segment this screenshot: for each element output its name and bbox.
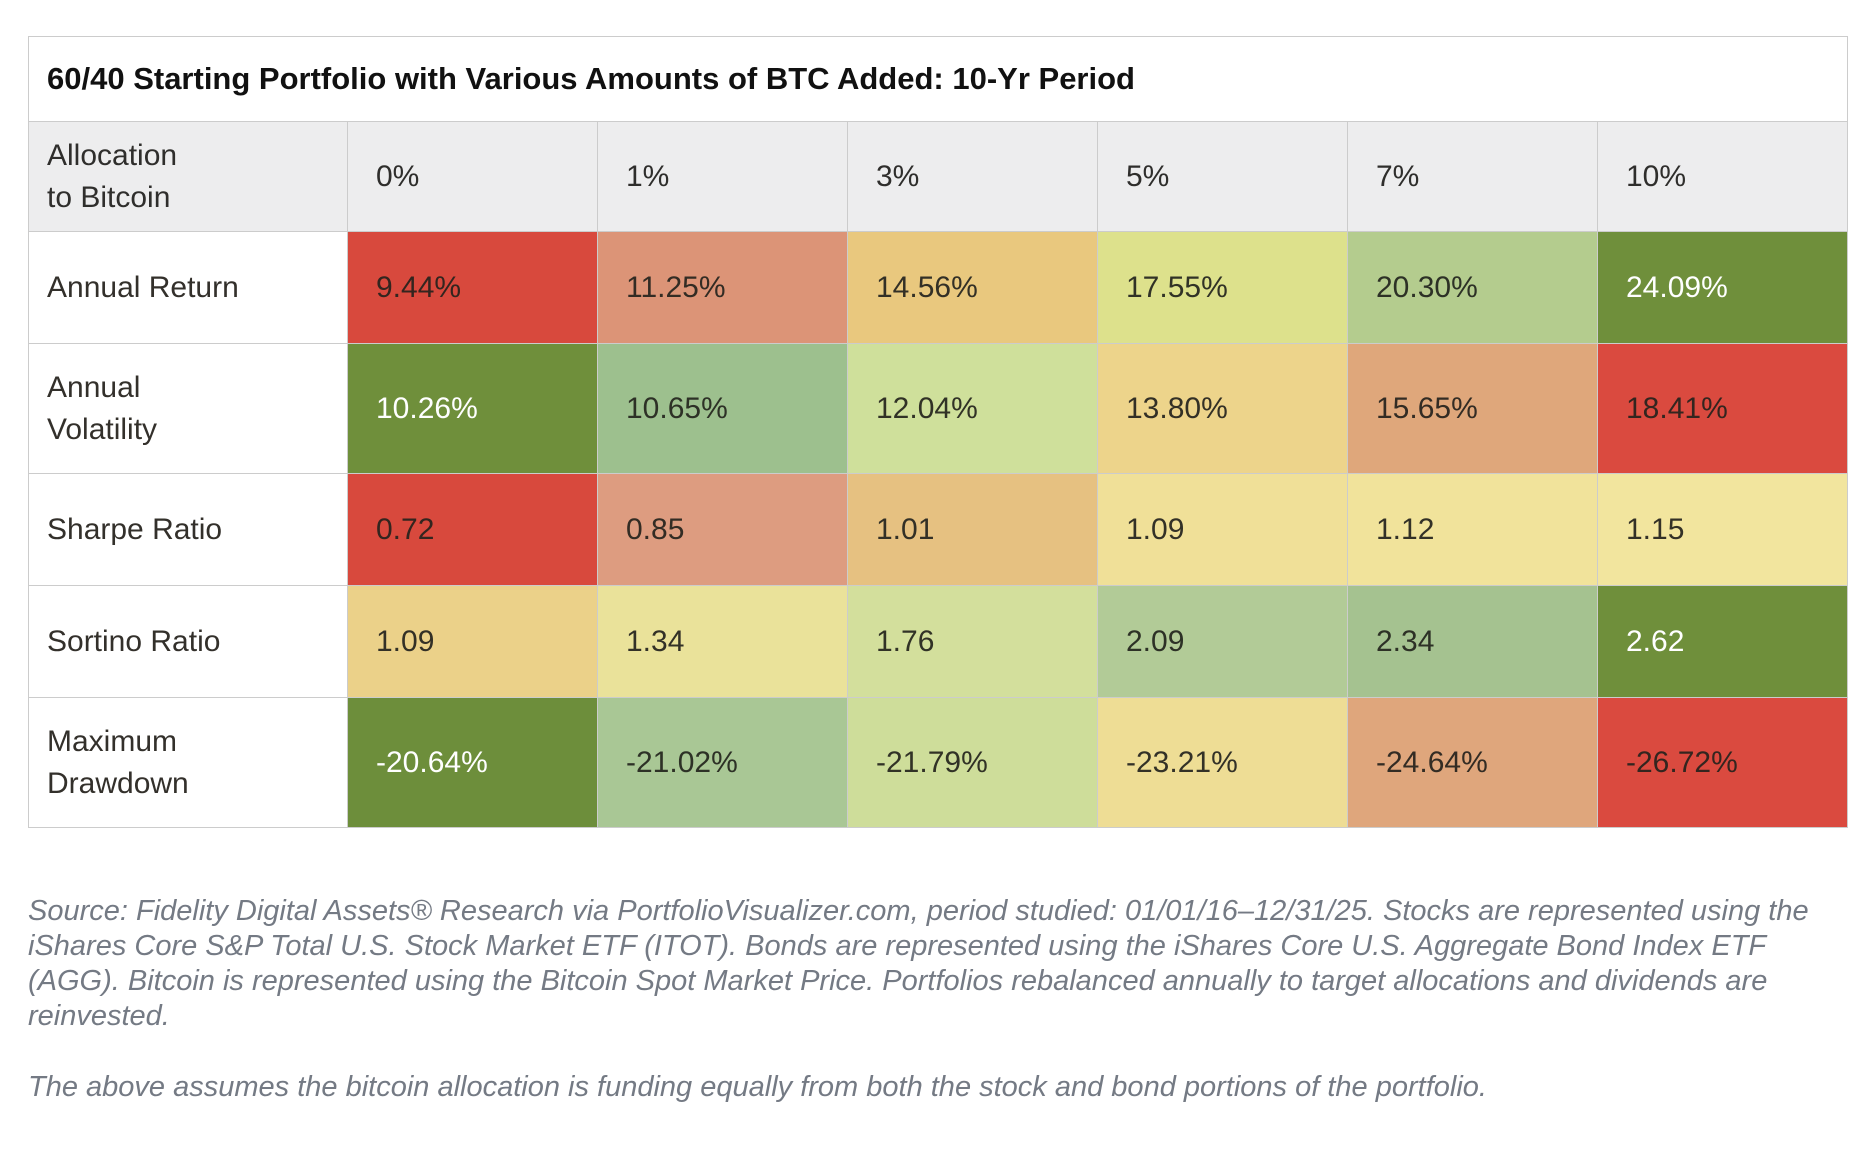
cell-sortino-ratio-1pct: 1.34 xyxy=(597,585,848,698)
assumption-note: The above assumes the bitcoin allocation… xyxy=(28,1071,1487,1104)
row-label-annual-volatility: Annual Volatility xyxy=(28,343,348,474)
cell-maximum-drawdown-1pct: -21.02% xyxy=(597,697,848,828)
cell-sharpe-ratio-0pct: 0.72 xyxy=(347,473,598,586)
table-row-annual-return: Annual Return 9.44% 11.25% 14.56% 17.55%… xyxy=(28,231,1849,344)
row-label-sortino-ratio: Sortino Ratio xyxy=(28,585,348,698)
cell-annual-return-1pct: 11.25% xyxy=(597,231,848,344)
cell-sortino-ratio-10pct: 2.62 xyxy=(1596,585,1849,698)
column-header-0pct: 0% xyxy=(347,121,598,232)
cell-annual-return-10pct: 24.09% xyxy=(1596,231,1849,344)
cell-sortino-ratio-0pct: 1.09 xyxy=(347,585,598,698)
cell-annual-volatility-0pct: 10.26% xyxy=(347,343,598,474)
footnotes: Source: Fidelity Digital Assets® Researc… xyxy=(28,894,1843,1105)
cell-sharpe-ratio-7pct: 1.12 xyxy=(1347,473,1598,586)
corner-header-allocation-to-bitcoin: Allocation to Bitcoin xyxy=(28,121,348,232)
row-label-sharpe-ratio: Sharpe Ratio xyxy=(28,473,348,586)
column-header-row: Allocation to Bitcoin 0% 1% 3% 5% 7% 10% xyxy=(28,121,1849,232)
cell-annual-volatility-1pct: 10.65% xyxy=(597,343,848,474)
row-label-maximum-drawdown: Maximum Drawdown xyxy=(28,697,348,828)
column-header-10pct: 10% xyxy=(1596,121,1849,232)
cell-maximum-drawdown-0pct: -20.64% xyxy=(347,697,598,828)
cell-maximum-drawdown-5pct: -23.21% xyxy=(1097,697,1348,828)
cell-annual-volatility-5pct: 13.80% xyxy=(1097,343,1348,474)
cell-sortino-ratio-5pct: 2.09 xyxy=(1097,585,1348,698)
table-row-sortino-ratio: Sortino Ratio 1.09 1.34 1.76 2.09 2.34 2… xyxy=(28,585,1849,698)
table-row-sharpe-ratio: Sharpe Ratio 0.72 0.85 1.01 1.09 1.12 1.… xyxy=(28,473,1849,586)
cell-annual-volatility-10pct: 18.41% xyxy=(1596,343,1849,474)
page: 60/40 Starting Portfolio with Various Am… xyxy=(27,36,1849,1105)
cell-annual-return-3pct: 14.56% xyxy=(847,231,1098,344)
cell-sortino-ratio-3pct: 1.76 xyxy=(847,585,1098,698)
column-header-7pct: 7% xyxy=(1347,121,1598,232)
cell-sortino-ratio-7pct: 2.34 xyxy=(1347,585,1598,698)
cell-maximum-drawdown-7pct: -24.64% xyxy=(1347,697,1598,828)
table-row-annual-volatility: Annual Volatility 10.26% 10.65% 12.04% 1… xyxy=(28,343,1849,474)
row-label-annual-return: Annual Return xyxy=(28,231,348,344)
table-title: 60/40 Starting Portfolio with Various Am… xyxy=(27,36,1849,122)
cell-sharpe-ratio-3pct: 1.01 xyxy=(847,473,1098,586)
cell-annual-volatility-7pct: 15.65% xyxy=(1347,343,1598,474)
title-row: 60/40 Starting Portfolio with Various Am… xyxy=(27,36,1849,122)
column-header-3pct: 3% xyxy=(847,121,1098,232)
cell-annual-volatility-3pct: 12.04% xyxy=(847,343,1098,474)
cell-annual-return-5pct: 17.55% xyxy=(1097,231,1348,344)
cell-annual-return-7pct: 20.30% xyxy=(1347,231,1598,344)
cell-maximum-drawdown-3pct: -21.79% xyxy=(847,697,1098,828)
table-row-maximum-drawdown: Maximum Drawdown -20.64% -21.02% -21.79%… xyxy=(28,697,1849,828)
cell-sharpe-ratio-10pct: 1.15 xyxy=(1596,473,1849,586)
column-header-1pct: 1% xyxy=(597,121,848,232)
column-header-5pct: 5% xyxy=(1097,121,1348,232)
cell-annual-return-0pct: 9.44% xyxy=(347,231,598,344)
cell-sharpe-ratio-5pct: 1.09 xyxy=(1097,473,1348,586)
btc-portfolio-heatmap-table: 60/40 Starting Portfolio with Various Am… xyxy=(27,36,1849,828)
source-note: Source: Fidelity Digital Assets® Researc… xyxy=(28,895,1809,1033)
cell-sharpe-ratio-1pct: 0.85 xyxy=(597,473,848,586)
cell-maximum-drawdown-10pct: -26.72% xyxy=(1596,697,1849,828)
